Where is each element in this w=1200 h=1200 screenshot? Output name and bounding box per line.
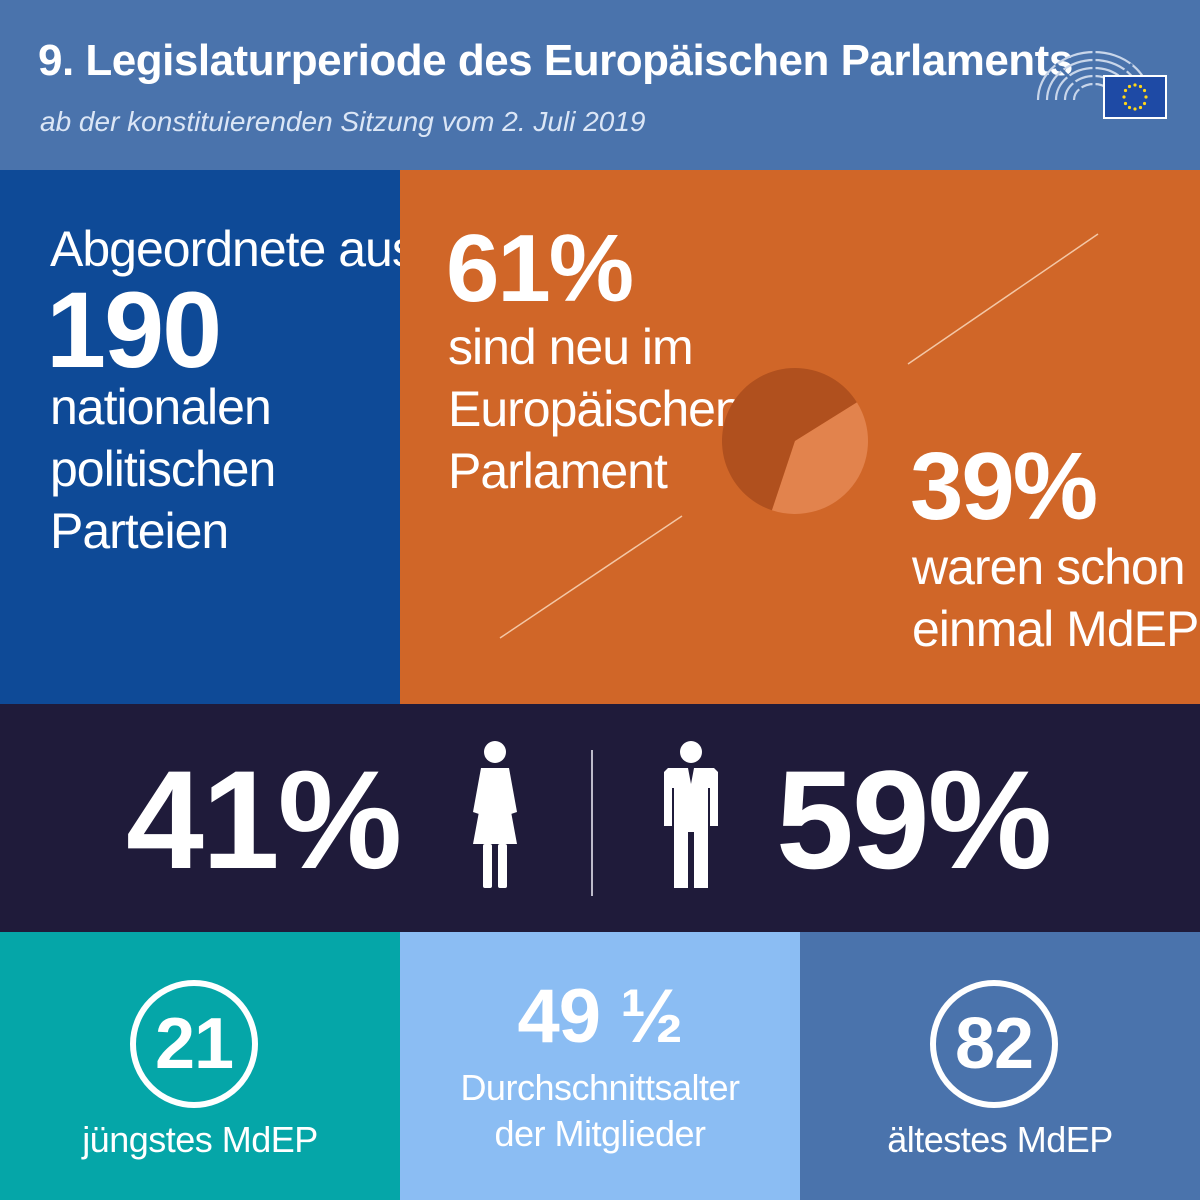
woman-icon: [473, 741, 517, 888]
european-parliament-logo-icon: [1036, 48, 1167, 119]
returning-members-description: waren schon einmal MdEP: [912, 536, 1199, 660]
diagonal-lines: [499, 233, 1099, 639]
youngest-circle: 21: [130, 980, 258, 1108]
returning-members-line-1: waren schon: [912, 539, 1186, 595]
parties-line-3: Parteien: [50, 503, 229, 559]
parties-line-1: nationalen: [50, 379, 272, 435]
parties-intro: Abgeordnete aus: [50, 221, 417, 277]
oldest-age: 82: [954, 1004, 1034, 1084]
youngest-age: 21: [154, 1004, 234, 1084]
oldest-panel: 82 ältestes MdEP: [800, 932, 1200, 1200]
parties-description: nationalen politischen Parteien: [50, 376, 276, 562]
parties-count: 190: [46, 269, 222, 390]
returning-members-percent: 39%: [910, 433, 1098, 540]
pie-slice-returning: [771, 402, 868, 514]
gender-panel: 41% 59%: [0, 704, 1200, 932]
new-members-line-1: sind neu im: [448, 319, 694, 375]
returning-members-line-2: einmal MdEP: [912, 601, 1199, 657]
average-age: 49 ½: [517, 974, 683, 1059]
man-icon: [664, 741, 718, 888]
members-pie: [722, 367, 868, 514]
average-label-line-1: Durchschnittsalter: [460, 1067, 740, 1108]
youngest-panel: 21 jüngstes MdEP: [0, 932, 400, 1200]
eu-stars: [1122, 83, 1148, 111]
parties-panel: Abgeordnete aus 190 nationalen politisch…: [0, 170, 417, 704]
average-panel: 49 ½ Durchschnittsalter der Mitglieder: [400, 932, 800, 1200]
new-members-percent: 61%: [446, 215, 634, 322]
new-members-line-3: Parlament: [448, 443, 668, 499]
page-title: 9. Legislaturperiode des Europäischen Pa…: [38, 36, 1073, 85]
pie-slice-new: [722, 367, 857, 511]
page-subtitle: ab der konstituierenden Sitzung vom 2. J…: [40, 106, 646, 137]
men-percent: 59%: [776, 741, 1052, 898]
oldest-label: ältestes MdEP: [887, 1119, 1113, 1160]
average-label-line-2: der Mitglieder: [494, 1113, 706, 1154]
gender-divider: [591, 750, 593, 896]
women-percent: 41%: [126, 741, 402, 898]
new-members-panel: 61% sind neu im Europäischen Parlament 3…: [400, 170, 1200, 704]
new-members-description: sind neu im Europäischen Parlament: [448, 316, 743, 502]
oldest-circle: 82: [930, 980, 1058, 1108]
header: 9. Legislaturperiode des Europäischen Pa…: [0, 0, 1200, 170]
new-members-line-2: Europäischen: [448, 381, 743, 437]
youngest-label: jüngstes MdEP: [82, 1119, 318, 1160]
parties-line-2: politischen: [50, 441, 276, 497]
